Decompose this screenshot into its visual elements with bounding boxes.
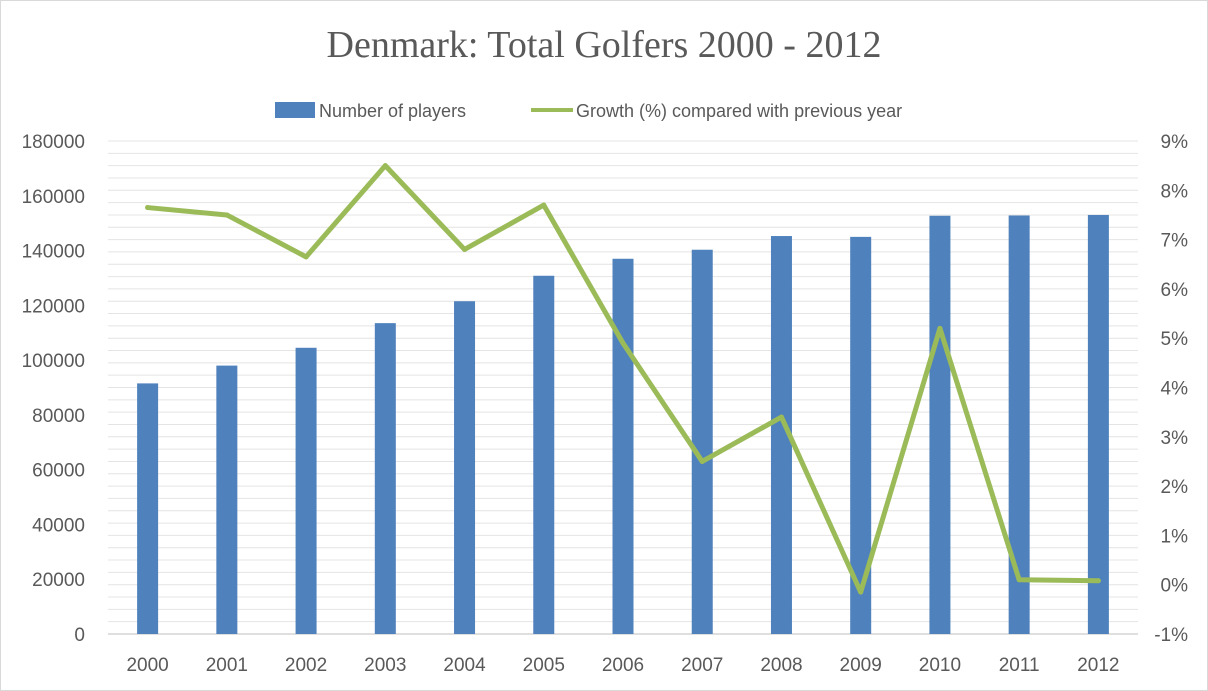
bar-2001 — [216, 365, 238, 634]
y-right-axis-ticks: -1% 0% 1% 2% 3% 4% 5% 6% 7% 8% 9% — [1154, 132, 1188, 646]
bar-2007 — [691, 249, 713, 634]
bar-2000 — [137, 383, 159, 634]
x-tick-label: 2002 — [285, 655, 327, 676]
growth-point-2005 — [541, 202, 547, 208]
growth-point-2004 — [462, 246, 468, 252]
growth-point-2012 — [1095, 578, 1101, 584]
bar-2002 — [295, 347, 317, 634]
legend: Number of players Growth (%) compared wi… — [275, 101, 902, 121]
y-right-tick-label: 2% — [1161, 477, 1189, 498]
bar-2009 — [850, 236, 872, 634]
bar-series — [137, 214, 1109, 635]
y-left-tick-label: 180000 — [22, 132, 85, 153]
x-tick-label: 2005 — [523, 655, 565, 676]
growth-point-2009 — [858, 589, 864, 595]
y-left-tick-label: 20000 — [32, 570, 85, 591]
growth-point-2002 — [303, 254, 309, 260]
y-right-tick-label: 9% — [1161, 132, 1189, 153]
x-tick-label: 2011 — [999, 655, 1040, 676]
growth-point-2000 — [145, 205, 151, 211]
chart-title: Denmark: Total Golfers 2000 - 2012 — [327, 24, 882, 66]
bar-2010 — [929, 215, 951, 634]
bar-2006 — [612, 258, 634, 634]
growth-point-2011 — [1016, 577, 1022, 583]
growth-point-2010 — [937, 325, 943, 331]
x-tick-label: 2003 — [364, 655, 406, 676]
y-right-tick-label: 0% — [1161, 576, 1189, 597]
growth-point-2003 — [382, 163, 388, 169]
legend-swatch-bars — [275, 102, 315, 118]
y-right-tick-label: 7% — [1161, 231, 1189, 252]
legend-label-line: Growth (%) compared with previous year — [576, 101, 902, 121]
y-left-tick-label: 0 — [74, 625, 85, 646]
y-left-tick-label: 60000 — [32, 461, 85, 482]
growth-point-2006 — [620, 340, 626, 346]
y-right-tick-label: 4% — [1161, 379, 1189, 400]
y-right-tick-label: 8% — [1161, 181, 1189, 202]
growth-point-2001 — [224, 212, 230, 218]
y-left-tick-label: 100000 — [22, 351, 85, 372]
y-right-tick-label: 6% — [1161, 280, 1189, 301]
x-axis-ticks: 2000 2001 2002 2003 2004 2005 2006 2007 2008 2009… — [126, 655, 1119, 676]
bar-2004 — [454, 301, 476, 634]
y-left-tick-label: 120000 — [22, 296, 85, 317]
y-left-axis-ticks: 0 20000 40000 60000 80000 100000 120000 140000 1… — [22, 132, 85, 646]
x-tick-label: 2001 — [206, 655, 248, 676]
y-left-tick-label: 80000 — [32, 406, 85, 427]
x-tick-label: 2007 — [681, 655, 723, 676]
line-series — [145, 163, 1101, 595]
y-right-tick-label: 5% — [1161, 329, 1189, 350]
bar-2003 — [374, 323, 396, 634]
bar-2011 — [1008, 215, 1030, 634]
bar-2012 — [1087, 214, 1109, 634]
y-right-tick-label: -1% — [1154, 625, 1188, 646]
x-tick-label: 2012 — [1077, 655, 1119, 676]
x-tick-label: 2000 — [126, 655, 168, 676]
bar-2008 — [770, 236, 792, 635]
x-tick-label: 2006 — [602, 655, 644, 676]
bar-2005 — [533, 275, 555, 634]
y-left-tick-label: 160000 — [22, 187, 85, 208]
y-left-tick-label: 40000 — [32, 515, 85, 536]
growth-point-2008 — [778, 414, 784, 420]
x-tick-label: 2008 — [760, 655, 802, 676]
growth-point-2007 — [699, 458, 705, 464]
legend-label-bars: Number of players — [319, 101, 466, 121]
y-right-tick-label: 3% — [1161, 428, 1189, 449]
y-left-tick-label: 140000 — [22, 242, 85, 263]
x-tick-label: 2009 — [840, 655, 882, 676]
y-right-tick-label: 1% — [1161, 526, 1189, 547]
x-tick-label: 2004 — [443, 655, 486, 676]
x-tick-label: 2010 — [919, 655, 961, 676]
